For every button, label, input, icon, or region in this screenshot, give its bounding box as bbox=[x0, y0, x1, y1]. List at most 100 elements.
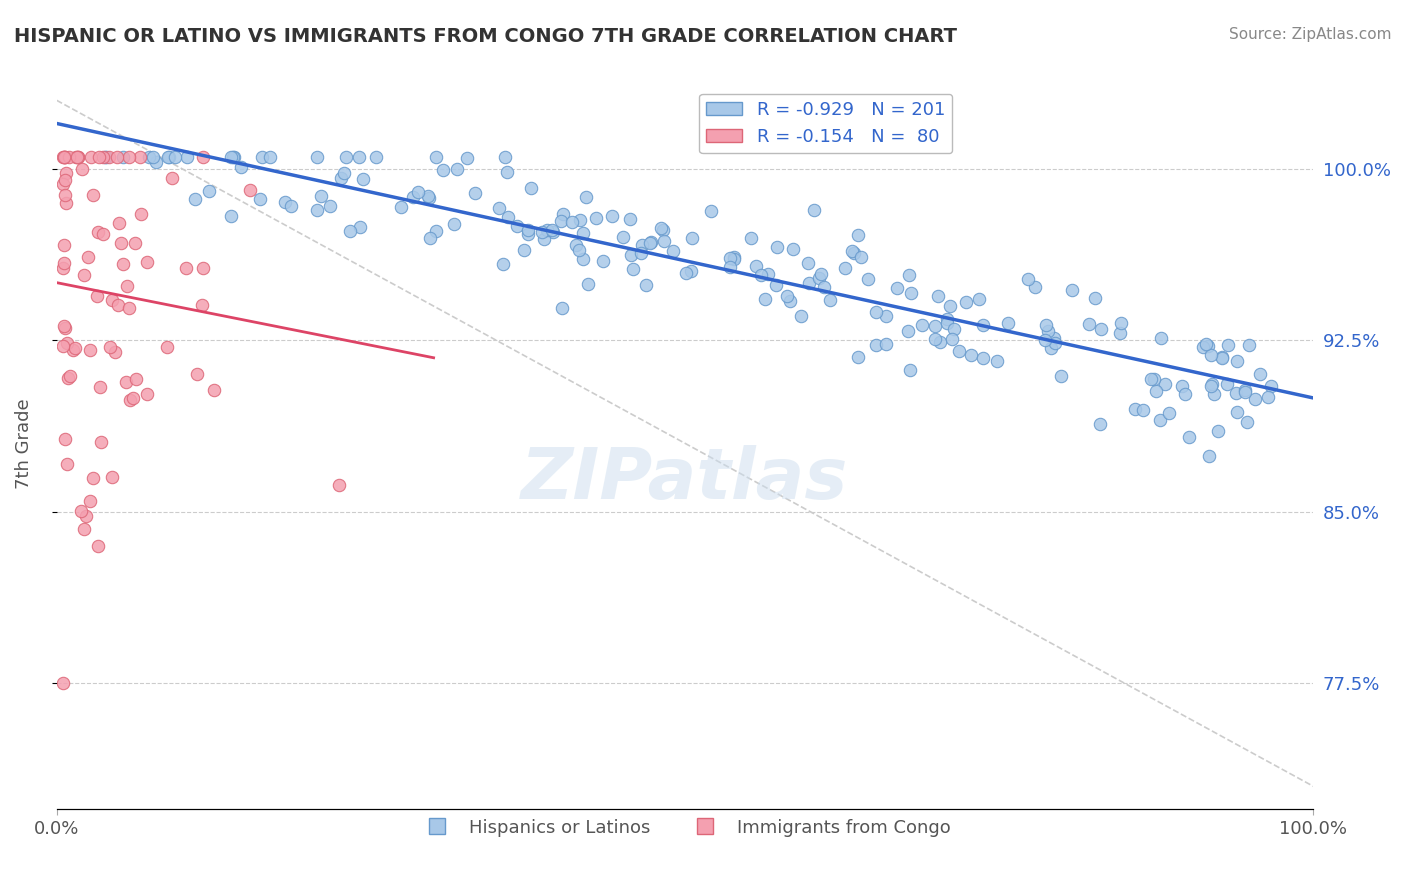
Point bbox=[118, 151, 141, 165]
Point bbox=[80, 151, 103, 165]
Point bbox=[620, 247, 643, 261]
Point bbox=[56, 458, 79, 472]
Point bbox=[936, 311, 959, 326]
Point bbox=[145, 155, 167, 169]
Point bbox=[333, 166, 356, 180]
Point bbox=[575, 190, 598, 204]
Point bbox=[488, 201, 510, 215]
Point bbox=[756, 268, 779, 282]
Point bbox=[115, 278, 138, 293]
Point bbox=[91, 151, 114, 165]
Point bbox=[1171, 379, 1194, 393]
Point bbox=[446, 161, 468, 176]
Point bbox=[972, 318, 994, 333]
Point bbox=[959, 349, 981, 363]
Point bbox=[53, 432, 76, 446]
Point bbox=[1201, 348, 1223, 362]
Point bbox=[239, 183, 262, 197]
Point bbox=[630, 245, 652, 260]
Point bbox=[273, 195, 295, 210]
Point bbox=[55, 195, 77, 210]
Point bbox=[55, 151, 77, 165]
Point bbox=[636, 278, 658, 293]
Point bbox=[955, 295, 977, 310]
Point bbox=[1040, 341, 1063, 355]
Point bbox=[498, 210, 520, 224]
Point bbox=[65, 151, 87, 165]
Point bbox=[224, 151, 246, 165]
Point bbox=[198, 184, 221, 198]
Point bbox=[418, 188, 440, 202]
Point bbox=[174, 261, 197, 276]
Point bbox=[339, 225, 361, 239]
Point bbox=[75, 509, 97, 524]
Point bbox=[118, 301, 141, 316]
Point bbox=[91, 227, 114, 242]
Point bbox=[541, 223, 564, 237]
Point bbox=[929, 334, 952, 349]
Point bbox=[1049, 368, 1071, 383]
Point bbox=[576, 277, 599, 292]
Point bbox=[352, 172, 374, 186]
Point bbox=[305, 151, 328, 165]
Point bbox=[328, 478, 350, 492]
Point bbox=[967, 293, 990, 307]
Point bbox=[886, 281, 908, 295]
Point bbox=[52, 177, 75, 191]
Point bbox=[662, 244, 685, 259]
Point bbox=[1125, 401, 1147, 416]
Point bbox=[541, 225, 564, 239]
Point bbox=[856, 272, 879, 286]
Point bbox=[1225, 386, 1247, 401]
Point bbox=[865, 304, 887, 318]
Point bbox=[280, 199, 302, 213]
Point bbox=[765, 277, 787, 292]
Point bbox=[865, 338, 887, 352]
Point bbox=[1216, 377, 1239, 392]
Point bbox=[82, 471, 104, 485]
Point bbox=[972, 351, 994, 365]
Point bbox=[160, 171, 183, 186]
Point bbox=[1084, 291, 1107, 305]
Point bbox=[67, 151, 90, 165]
Point bbox=[536, 222, 558, 236]
Point bbox=[66, 151, 89, 165]
Point bbox=[571, 226, 593, 240]
Point bbox=[790, 310, 813, 324]
Text: ZIPatlas: ZIPatlas bbox=[522, 445, 849, 515]
Point bbox=[1109, 326, 1132, 340]
Point bbox=[936, 316, 959, 330]
Point bbox=[406, 186, 429, 200]
Point bbox=[464, 186, 486, 200]
Point bbox=[89, 380, 111, 394]
Point bbox=[585, 211, 607, 226]
Point bbox=[517, 227, 540, 241]
Point bbox=[600, 209, 623, 223]
Point bbox=[516, 222, 538, 236]
Point bbox=[640, 235, 662, 249]
Point bbox=[654, 235, 676, 249]
Point bbox=[62, 343, 84, 357]
Point bbox=[897, 268, 920, 283]
Point bbox=[219, 151, 242, 165]
Point bbox=[402, 190, 425, 204]
Point bbox=[107, 216, 129, 230]
Point bbox=[1211, 351, 1233, 365]
Point bbox=[110, 235, 132, 250]
Point bbox=[621, 261, 644, 276]
Point bbox=[349, 220, 371, 235]
Point bbox=[259, 151, 281, 165]
Point bbox=[129, 151, 152, 165]
Point bbox=[1257, 390, 1279, 404]
Point bbox=[1234, 384, 1257, 398]
Point bbox=[875, 309, 897, 323]
Point bbox=[561, 215, 583, 229]
Point bbox=[924, 319, 946, 334]
Point bbox=[186, 367, 208, 381]
Point bbox=[911, 318, 934, 332]
Point bbox=[1204, 387, 1226, 401]
Point bbox=[1078, 317, 1101, 331]
Point bbox=[1154, 376, 1177, 391]
Point bbox=[136, 255, 159, 269]
Point bbox=[533, 232, 555, 246]
